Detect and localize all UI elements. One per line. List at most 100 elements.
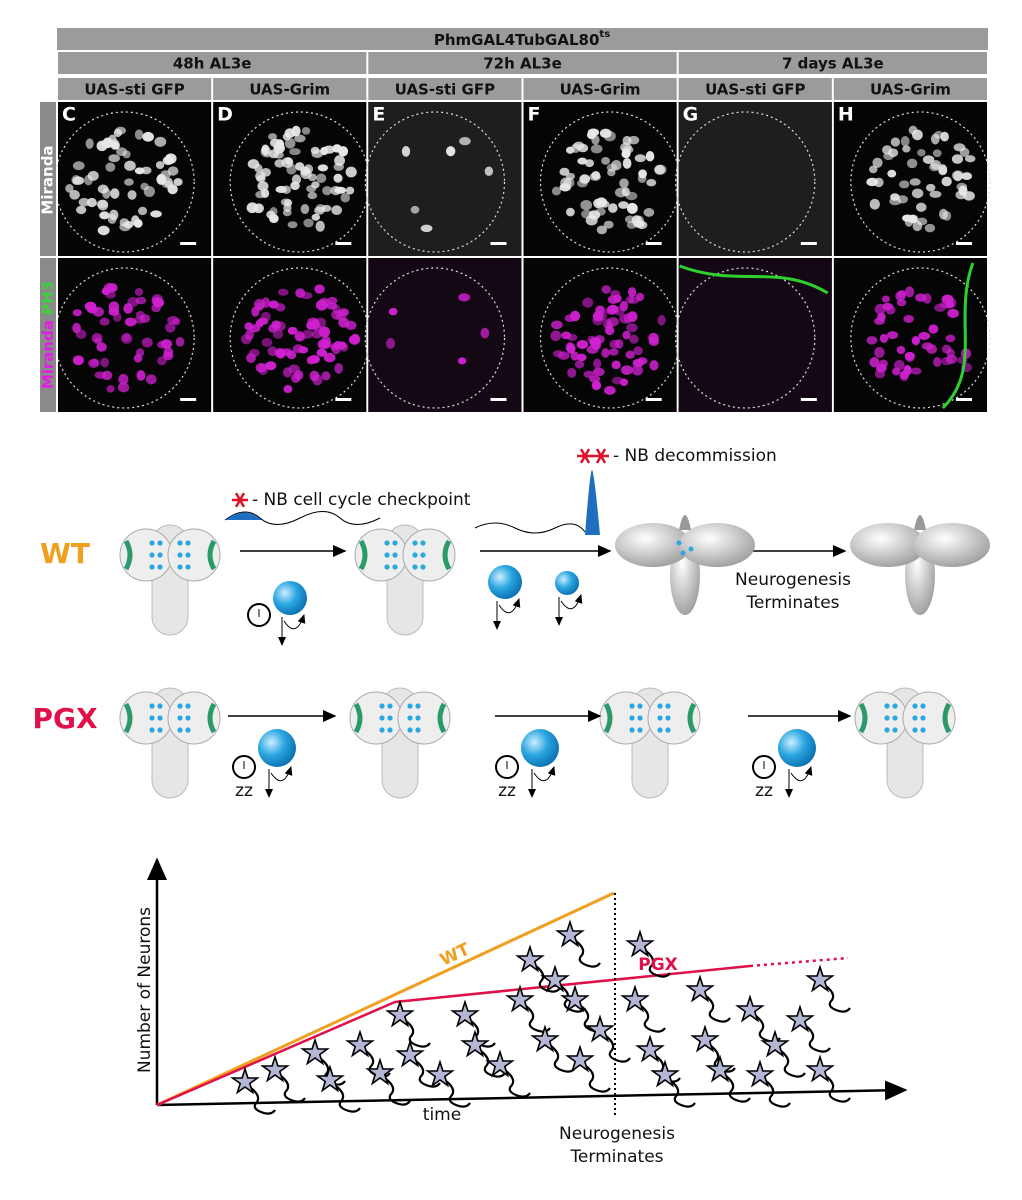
neuroblast — [555, 571, 579, 595]
neuroblast-dot — [384, 540, 390, 546]
cell — [134, 316, 146, 324]
cell — [906, 158, 918, 169]
scale-bar — [800, 398, 817, 401]
neuron — [385, 999, 415, 1028]
group-bar — [678, 52, 987, 74]
cell — [591, 171, 601, 180]
neuroblast-dot — [415, 727, 421, 733]
cell — [634, 154, 646, 163]
group-bar — [58, 52, 367, 74]
cell — [603, 220, 614, 229]
cell — [303, 218, 314, 228]
cell — [322, 186, 333, 196]
cell — [124, 178, 134, 186]
cell — [317, 164, 329, 172]
sleep-label: zz — [498, 781, 516, 801]
sleep-label: zz — [755, 781, 773, 801]
cell — [103, 282, 116, 293]
cell — [579, 174, 591, 184]
cell — [97, 184, 109, 194]
cell — [289, 148, 301, 156]
column-bar — [678, 78, 832, 100]
neuroblast-dot — [637, 703, 643, 709]
neuron — [625, 929, 655, 958]
decommission-wave — [474, 522, 586, 534]
cell — [345, 166, 357, 178]
cell — [953, 170, 963, 182]
cell — [123, 220, 134, 229]
neuroblast-dot — [637, 727, 643, 733]
neuroblast-dot — [185, 727, 191, 733]
neuroblast-dot — [157, 540, 163, 546]
row-label: Miranda — [39, 145, 57, 214]
cell — [896, 298, 907, 307]
cell — [874, 369, 886, 379]
neuroblast-dot — [185, 703, 191, 709]
neuroblast-dot — [912, 727, 918, 733]
neuroblast-dot — [157, 564, 163, 570]
neuroblast-dot — [379, 715, 385, 721]
event-label: Terminates — [569, 1147, 663, 1167]
cell — [244, 322, 253, 331]
cell — [625, 350, 635, 359]
neuron-neurite — [535, 965, 561, 993]
cell — [881, 295, 890, 303]
header-superscript: ts — [599, 29, 610, 40]
cell — [611, 160, 622, 171]
self-renew-arrow — [790, 766, 813, 782]
cell — [88, 358, 100, 368]
neuron — [365, 1057, 395, 1086]
cell — [283, 384, 293, 394]
cell — [892, 367, 901, 376]
cell — [625, 191, 638, 201]
neuroblast-dot — [412, 540, 418, 546]
cell — [319, 297, 330, 307]
cell — [866, 335, 878, 345]
cell — [586, 130, 597, 140]
cell — [946, 348, 955, 358]
panel-letter: C — [62, 104, 76, 126]
cell — [622, 157, 632, 169]
neuron — [230, 1066, 260, 1095]
cell — [458, 293, 471, 302]
neuroblast-dot — [629, 703, 635, 709]
cell — [886, 331, 899, 339]
neuroblast-dot — [420, 564, 426, 570]
cell — [257, 181, 269, 192]
cell — [105, 162, 116, 172]
neuroblast-dot — [384, 564, 390, 570]
cell — [889, 197, 902, 206]
cell — [332, 144, 342, 153]
micrograph — [833, 258, 987, 412]
neuroblast-dot — [657, 715, 663, 721]
cell — [590, 144, 603, 154]
cell — [350, 333, 360, 343]
cell — [636, 221, 648, 230]
cell — [607, 304, 619, 315]
brain-lobe — [679, 523, 755, 567]
neuron — [585, 1014, 615, 1043]
neuroblast-dot — [912, 715, 918, 721]
neuroblast-dot — [415, 715, 421, 721]
cell — [577, 157, 588, 165]
neuroblast-dot — [379, 727, 385, 733]
header-text: PhmGAL4TubGAL80 — [434, 31, 600, 49]
cell — [110, 188, 120, 199]
cell — [154, 136, 167, 147]
cell — [646, 178, 657, 187]
cell — [312, 324, 322, 332]
self-renew-arrow — [283, 614, 306, 630]
cell — [631, 364, 644, 376]
neuroblast-dot — [884, 715, 890, 721]
cell — [480, 327, 490, 339]
cell — [625, 295, 635, 304]
optic-lobe — [437, 702, 447, 734]
checkpoint-wave — [224, 511, 381, 525]
cell — [589, 375, 601, 383]
cell — [879, 333, 889, 343]
neuron — [620, 984, 650, 1013]
cell — [290, 181, 300, 191]
cell — [601, 348, 610, 358]
neuroblast — [258, 729, 296, 767]
